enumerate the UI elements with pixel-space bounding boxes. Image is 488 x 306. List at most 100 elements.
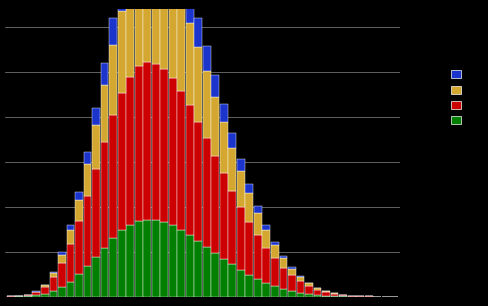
Bar [297, 276, 305, 277]
Bar [169, 78, 177, 225]
Bar [263, 283, 270, 297]
Bar [177, 0, 185, 2]
Bar [297, 277, 305, 281]
Bar [314, 295, 322, 297]
Bar [271, 258, 279, 286]
Bar [49, 278, 58, 291]
Bar [237, 159, 245, 171]
Bar [152, 0, 160, 64]
Bar [58, 255, 66, 263]
Bar [152, 220, 160, 297]
Bar [331, 293, 339, 294]
Bar [280, 256, 287, 258]
Bar [237, 171, 245, 207]
Bar [220, 173, 228, 259]
Bar [83, 196, 91, 266]
Bar [66, 282, 74, 297]
Bar [126, 225, 134, 297]
Bar [228, 191, 236, 264]
Bar [254, 235, 262, 279]
Bar [280, 289, 287, 297]
Bar [186, 105, 194, 235]
Bar [254, 212, 262, 235]
Bar [211, 156, 219, 253]
Bar [271, 245, 279, 258]
Bar [280, 267, 287, 289]
Bar [186, 235, 194, 297]
Bar [109, 115, 117, 238]
Bar [92, 257, 100, 297]
Bar [169, 0, 177, 78]
Bar [109, 238, 117, 297]
Bar [220, 104, 228, 122]
Bar [194, 18, 202, 47]
Bar [228, 148, 236, 191]
Bar [135, 0, 142, 66]
Bar [135, 66, 142, 221]
Bar [160, 222, 168, 297]
Bar [237, 270, 245, 297]
Bar [66, 230, 74, 244]
Bar [33, 295, 41, 297]
Bar [75, 221, 83, 274]
Bar [211, 253, 219, 297]
Bar [118, 230, 125, 297]
Bar [143, 220, 151, 297]
Bar [101, 142, 108, 248]
Bar [220, 122, 228, 173]
Bar [101, 248, 108, 297]
Bar [143, 0, 151, 62]
Bar [305, 286, 313, 294]
Bar [24, 295, 32, 296]
Bar [322, 291, 330, 292]
Bar [16, 296, 23, 297]
Bar [211, 75, 219, 97]
Bar [75, 274, 83, 297]
Bar [245, 184, 253, 193]
Bar [314, 289, 322, 295]
Bar [160, 69, 168, 222]
Bar [254, 279, 262, 297]
Bar [245, 222, 253, 275]
Bar [41, 287, 49, 294]
Bar [143, 62, 151, 220]
Bar [331, 296, 339, 297]
Bar [66, 244, 74, 282]
Bar [177, 2, 185, 91]
Bar [58, 287, 66, 297]
Bar [228, 133, 236, 148]
Bar [58, 263, 66, 287]
Bar [356, 296, 364, 297]
Bar [33, 292, 41, 295]
Bar [92, 125, 100, 169]
Bar [152, 64, 160, 220]
Bar [118, 93, 125, 230]
Bar [126, 76, 134, 225]
Bar [263, 225, 270, 230]
Bar [109, 18, 117, 45]
Bar [339, 295, 347, 297]
Bar [280, 258, 287, 267]
Bar [186, 23, 194, 105]
Bar [228, 264, 236, 297]
Bar [135, 221, 142, 297]
Bar [194, 241, 202, 297]
Bar [41, 285, 49, 287]
Bar [347, 296, 356, 297]
Bar [203, 46, 211, 71]
Bar [263, 230, 270, 248]
Bar [194, 121, 202, 241]
Bar [254, 206, 262, 212]
Bar [49, 274, 58, 278]
Bar [101, 85, 108, 142]
Bar [203, 71, 211, 138]
Legend: , , , : , , , [447, 66, 467, 130]
Bar [92, 169, 100, 257]
Bar [297, 281, 305, 293]
Bar [288, 291, 296, 297]
Bar [263, 248, 270, 283]
Bar [177, 91, 185, 230]
Bar [160, 0, 168, 69]
Bar [83, 164, 91, 196]
Bar [245, 193, 253, 222]
